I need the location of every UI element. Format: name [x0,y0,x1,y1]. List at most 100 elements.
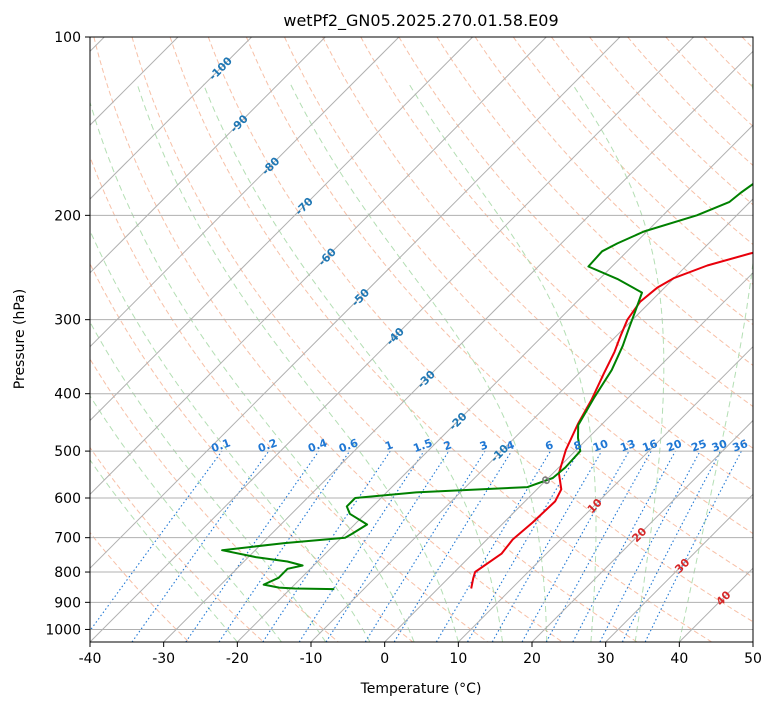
isotherm-label: -80 [259,154,282,177]
x-tick-label: 0 [380,651,389,667]
isotherm-line [163,50,753,642]
moist-adiabat-line [136,83,459,642]
mixing-ratio-line [298,450,425,642]
mixing-ratio-line [90,450,223,632]
mixing-ratio-line [644,450,742,642]
moist-adiabat-line [408,83,597,642]
plot-frame [89,36,754,643]
mixing-ratio-line [521,450,630,642]
dry-adiabat-line [245,37,753,578]
x-tick-label: 20 [523,651,541,667]
dry-adiabat-line [90,446,264,642]
isotherm-line [90,37,621,569]
mixing-ratio-line [262,450,391,642]
moist-adiabat-line [289,83,548,642]
moist-adiabat-line [678,83,753,642]
y-axis-label: Pressure (hPa) [12,289,28,389]
y-tick-label: 700 [54,531,81,547]
x-tick-label: 30 [597,651,615,667]
y-tick-label: 200 [54,208,81,224]
dry-adiabat-line [131,37,638,642]
dry-adiabat-line [551,37,753,246]
dry-adiabat-line [398,37,753,408]
dry-adiabat-line [627,37,753,167]
isotherm-line [236,124,753,642]
x-tick-label: -40 [79,651,102,667]
mixing-ratio-label: 1.5 [411,436,434,455]
mixing-ratio-label: 13 [618,437,637,454]
y-tick-label: 400 [54,387,81,403]
dry-adiabat-line [284,37,753,535]
y-tick-label: 800 [54,565,81,581]
dry-adiabat-line [90,155,488,642]
mixing-ratio-label: 0.2 [256,436,279,455]
x-tick-label: -20 [226,651,249,667]
dry-adiabat-line [741,37,753,49]
isotherm-label: 30 [672,556,692,576]
mixing-ratio-label: 30 [710,437,729,455]
mixing-ratio-label: 1 [383,438,395,453]
mixing-ratio-label: 0.6 [337,436,360,455]
y-tick-label: 1000 [45,622,81,638]
isotherm-line [678,567,753,642]
mixing-ratio-label: 3 [478,438,490,453]
isotherm-line [752,641,753,642]
moist-adiabat-line [90,100,415,642]
y-tick-label: 100 [54,30,81,46]
mixing-ratio-label: 25 [689,437,708,454]
mixing-ratio-label: 16 [641,437,660,455]
moist-adiabat-line [90,229,371,642]
mixing-ratio-line [185,450,320,642]
mixing-ratio-label: 10 [591,437,610,455]
isotherm-line [310,198,753,642]
dewpoint-profile-line [221,182,753,591]
dry-adiabat-line [322,37,753,492]
dry-adiabat-line [207,37,753,623]
mixing-ratio-label: 8 [572,438,584,453]
isotherm-line [90,37,694,642]
dry-adiabat-line [169,37,712,642]
y-tick-label: 500 [54,444,81,460]
isotherm-line [90,37,473,422]
mixing-ratio-label: 6 [543,438,555,453]
dry-adiabat-line [436,37,753,367]
x-tick-label: -30 [152,651,175,667]
y-tick-label: 600 [54,491,81,507]
mixing-ratio-label: 20 [665,437,684,455]
dry-adiabat-line [589,37,753,206]
mixing-ratio-line [572,450,676,642]
x-axis-label: Temperature (°C) [360,681,482,697]
dry-adiabat-line [90,262,414,642]
isotherm-line [605,493,753,642]
isotherm-line [90,37,400,348]
dry-adiabat-line [93,37,563,642]
mixing-ratio-label: 2 [442,438,454,453]
y-tick-label: 900 [54,595,81,611]
dry-adiabat-line [703,37,753,88]
chart-title: wetPf2_GN05.2025.270.01.58.E09 [283,11,558,31]
moist-adiabat-line [90,321,327,642]
moist-adiabat-line [90,458,238,642]
isotherm-line [90,37,252,200]
mixing-ratio-label: 0.1 [209,436,232,455]
x-tick-label: 50 [744,651,762,667]
isotherm-line [384,272,753,642]
moist-adiabat-line [571,83,665,642]
mixing-ratio-line [599,450,701,642]
isotherm-line [90,37,547,496]
mixing-ratio-line [467,450,580,642]
x-tick-label: 10 [449,651,467,667]
mixing-ratio-line [545,450,652,642]
isotherm-line [457,345,753,642]
moist-adiabat-line [90,394,282,642]
x-tick-label: 40 [670,651,688,667]
dry-adiabat-line [512,37,753,286]
isotherm-line [531,419,753,642]
y-tick-label: 300 [54,313,81,329]
isotherm-label: -100 [206,54,235,83]
isotherm-line [90,37,326,274]
temperature-profile-line [470,251,753,589]
mixing-ratio-label: 4 [505,438,517,453]
moist-adiabat-line [202,83,503,642]
